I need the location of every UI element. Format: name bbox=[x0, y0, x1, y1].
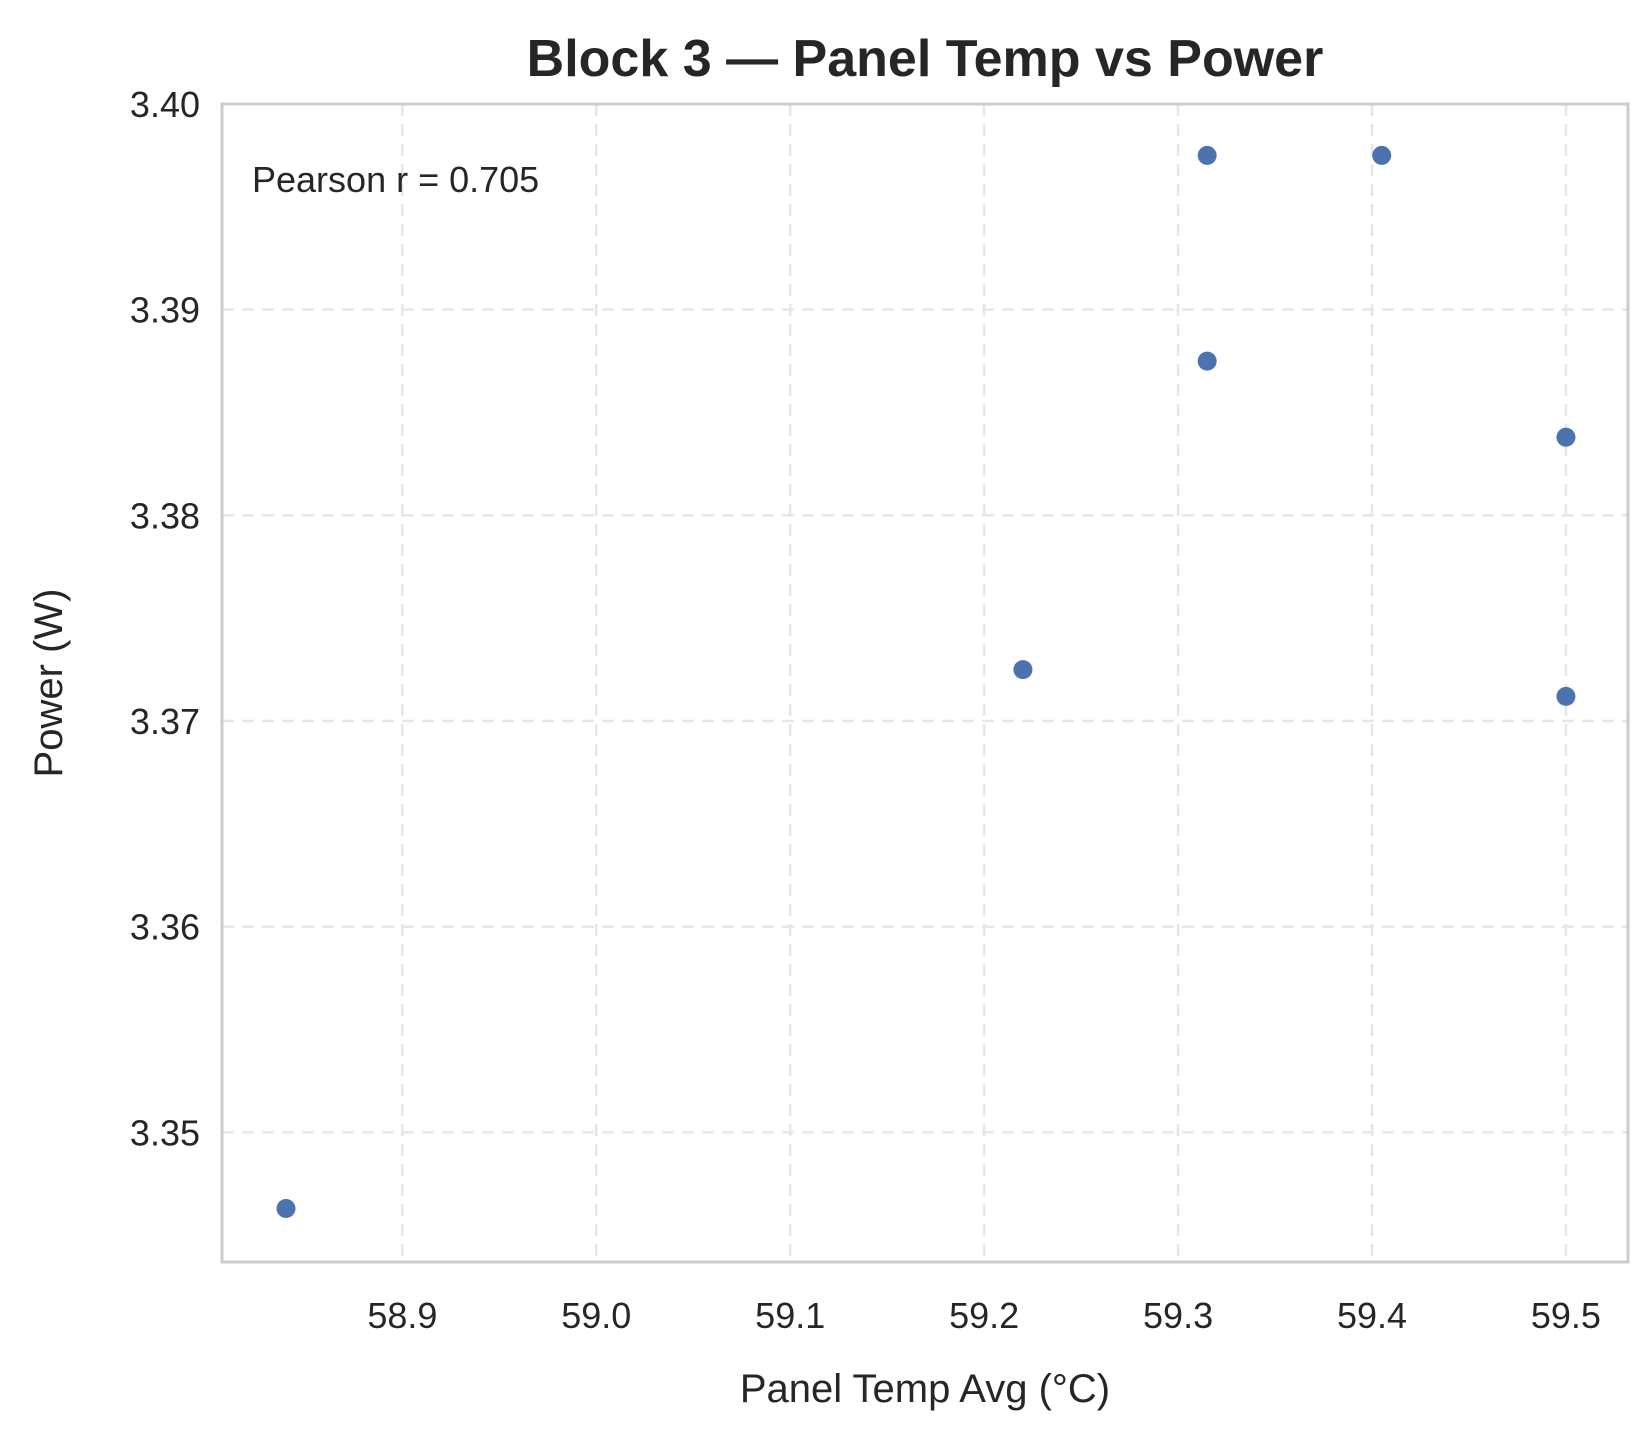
data-point bbox=[1556, 686, 1576, 706]
grid bbox=[222, 102, 1628, 1262]
chart-title: Block 3 — Panel Temp vs Power bbox=[527, 30, 1324, 88]
x-tick-label: 59.2 bbox=[949, 1295, 1019, 1336]
data-point bbox=[1556, 427, 1576, 447]
data-point bbox=[1013, 660, 1033, 680]
plot-frame bbox=[220, 102, 1630, 1264]
x-axis-label: Panel Temp Avg (°C) bbox=[740, 1367, 1110, 1411]
pearson-annotation: Pearson r = 0.705 bbox=[252, 159, 539, 200]
x-tick-label: 59.1 bbox=[755, 1295, 825, 1336]
data-points bbox=[276, 145, 1576, 1219]
data-point bbox=[1197, 145, 1217, 165]
y-tick-label: 3.39 bbox=[130, 290, 200, 331]
x-tick-label: 59.3 bbox=[1143, 1295, 1213, 1336]
data-point bbox=[1197, 351, 1217, 371]
x-tick-label: 58.9 bbox=[367, 1295, 437, 1336]
y-tick-label: 3.40 bbox=[130, 84, 200, 125]
x-tick-label: 59.0 bbox=[561, 1295, 631, 1336]
data-point bbox=[276, 1199, 296, 1219]
x-tick-label: 59.4 bbox=[1337, 1295, 1407, 1336]
data-point bbox=[1372, 145, 1392, 165]
y-tick-label: 3.37 bbox=[130, 701, 200, 742]
y-tick-labels: 3.35 3.36 3.37 3.38 3.39 3.40 bbox=[130, 84, 200, 1153]
x-tick-label: 59.5 bbox=[1531, 1295, 1601, 1336]
y-tick-label: 3.36 bbox=[130, 907, 200, 948]
y-tick-label: 3.38 bbox=[130, 495, 200, 536]
x-tick-labels: 58.9 59.0 59.1 59.2 59.3 59.4 59.5 bbox=[367, 1295, 1601, 1336]
y-axis-label: Power (W) bbox=[27, 589, 71, 778]
y-tick-label: 3.35 bbox=[130, 1112, 200, 1153]
